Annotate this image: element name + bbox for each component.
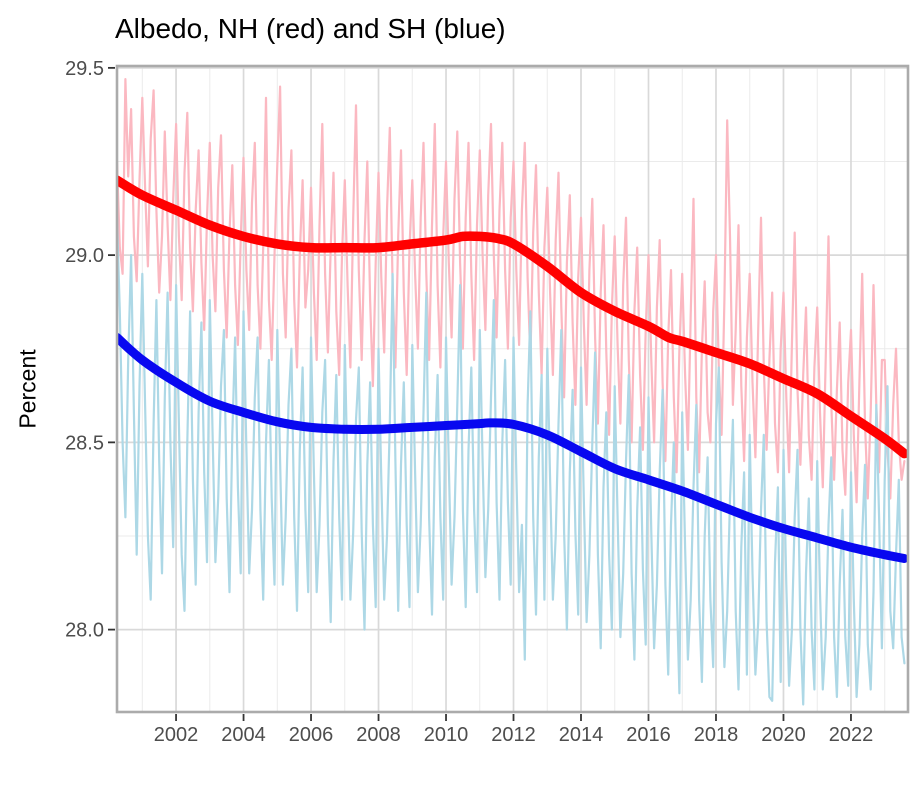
panel-border — [115, 64, 910, 714]
axis-ticks — [108, 66, 852, 721]
x-tick-label-2014: 2014 — [559, 724, 604, 746]
x-tick-label-2012: 2012 — [491, 724, 536, 746]
chart-title: Albedo, NH (red) and SH (blue) — [115, 13, 506, 44]
y-tick-label-29.0: 29.0 — [65, 245, 104, 267]
sh-monthly-albedo-line — [117, 216, 906, 706]
x-tick-label-2002: 2002 — [154, 724, 199, 746]
y-tick-label-28.0: 28.0 — [65, 620, 104, 642]
y-axis-title: Percent — [14, 349, 41, 429]
x-tick-label-2022: 2022 — [829, 724, 874, 746]
x-tick-label-2006: 2006 — [289, 724, 334, 746]
x-tick-label-2018: 2018 — [694, 724, 739, 746]
axis-tick-labels: 2002 2004 2006 2008 2010 2012 2014 2016 2018 2020… — [65, 58, 873, 746]
y-tick-label-28.5: 28.5 — [65, 432, 104, 454]
sh-smoothed-trend-line — [117, 333, 908, 563]
nh-smoothed-trend-line — [117, 175, 908, 459]
x-tick-label-2004: 2004 — [221, 724, 266, 746]
x-tick-label-2016: 2016 — [626, 724, 671, 746]
series-group — [117, 77, 908, 706]
y-tick-label-29.5: 29.5 — [65, 58, 104, 80]
nh-monthly-albedo-line — [117, 77, 906, 504]
x-tick-label-2020: 2020 — [761, 724, 806, 746]
x-tick-label-2010: 2010 — [424, 724, 469, 746]
x-tick-label-2008: 2008 — [356, 724, 401, 746]
